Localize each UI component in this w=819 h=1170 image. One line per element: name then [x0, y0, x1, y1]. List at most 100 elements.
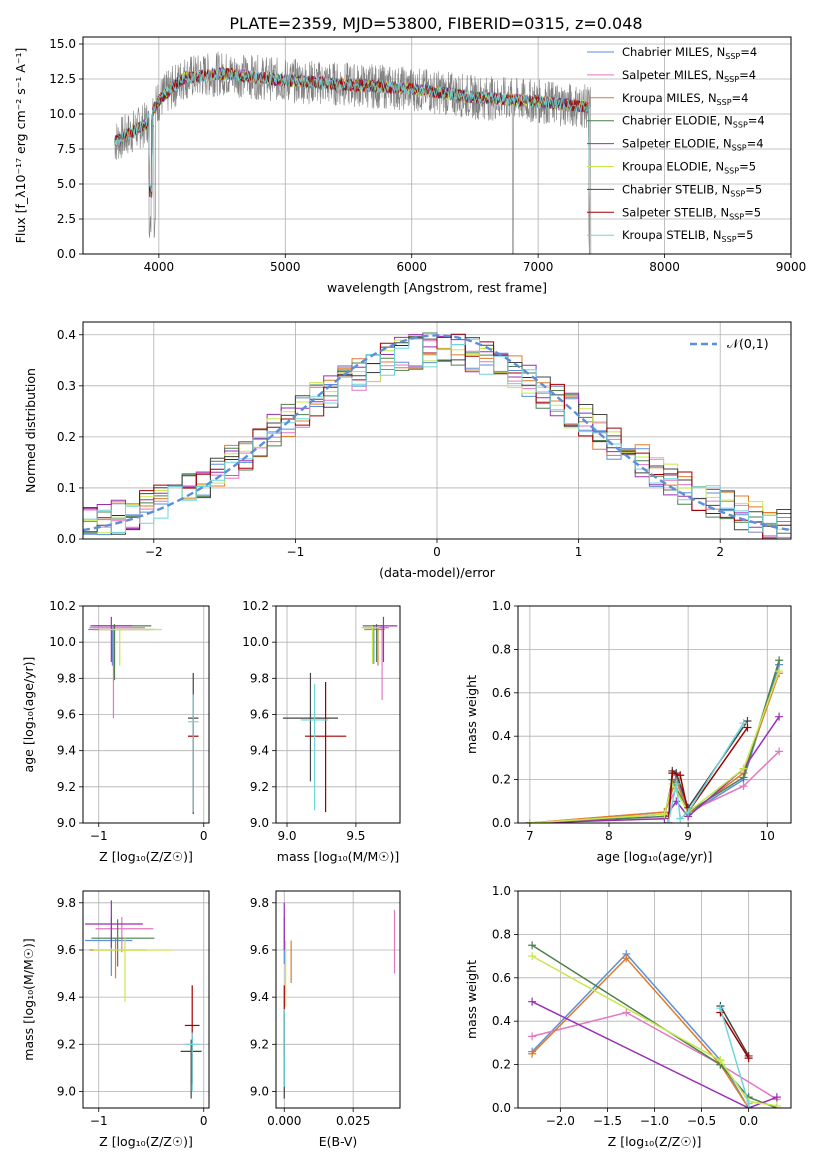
weight-series-line — [529, 664, 780, 823]
weight-marker — [772, 1101, 781, 1108]
panel-mass-vs-Z: −1 0 9.0 9.2 9.4 9.6 9.8 Z [log₁₀(Z/Z☉)] mass [l… — [21, 890, 210, 1149]
x-axis-label: wavelength [Angstrom, rest frame] — [327, 280, 547, 295]
y-tick-label: 0.0 — [57, 247, 76, 261]
axes-frame — [82, 890, 210, 1109]
legend-label: Chabrier MILES, NSSP=4 — [622, 45, 757, 61]
y-tick-label: 0.0 — [492, 816, 511, 830]
legend-sub: SSP — [725, 52, 740, 61]
y-tick-label: 2.5 — [57, 212, 76, 226]
x-tick-label: 7000 — [523, 260, 554, 274]
x-tick-label: −2 — [145, 545, 163, 559]
legend-label: Salpeter STELIB, NSSP=5 — [622, 205, 761, 221]
axes-frame — [82, 36, 792, 255]
x-tick-label: 8000 — [649, 260, 680, 274]
x-tick-label: 7 — [526, 829, 534, 843]
y-tick-label: 9.4 — [57, 744, 76, 758]
y-axis-label: Flux [f_λ10⁻¹⁷ erg cm⁻² s⁻¹ A⁻¹] — [13, 48, 28, 244]
y-tick-label: 9.8 — [250, 896, 269, 910]
panel-weight-vs-age: 7 8 9 10 0.0 0.2 0.4 0.6 0.8 1.0 age [log₁₀(age/yr… — [464, 599, 792, 864]
panel-age-vs-mass: 9.0 9.5 9.0 9.2 9.4 9.6 9.8 10.0 10.2 mass [log₁₀… — [242, 599, 401, 864]
plot-area-age-vs-mass — [282, 616, 398, 813]
legend-count: =4 — [732, 91, 749, 105]
weight-marker — [528, 1049, 537, 1058]
y-tick-label: 9.4 — [250, 744, 269, 758]
y-axis-label: mass weight — [464, 960, 479, 1039]
weight-series-line — [531, 957, 750, 1108]
plot-area-age-vs-Z — [88, 616, 199, 814]
legend-sub: SSP — [730, 189, 745, 198]
plot-area-mass-vs-ebv — [283, 902, 396, 1099]
y-tick-label: 0.0 — [492, 1101, 511, 1115]
legend-label: Chabrier STELIB, NSSP=5 — [622, 182, 762, 198]
x-tick-label: −1.5 — [593, 1114, 622, 1128]
x-tick-label: 8 — [605, 829, 613, 843]
x-axis-label: Z [log₁₀(Z/Z☉)] — [608, 1134, 702, 1149]
y-tick-label: 0.3 — [57, 379, 76, 393]
plot-area-weight-vs-Z — [528, 941, 781, 1108]
weight-marker — [739, 719, 748, 728]
y-tick-label: 9.8 — [57, 896, 76, 910]
axes-frame — [275, 890, 401, 1109]
y-tick-label: 1.0 — [492, 599, 511, 613]
legend-count: =5 — [745, 182, 762, 196]
y-tick-label: 0.2 — [492, 773, 511, 787]
weight-marker — [676, 771, 685, 780]
y-tick-label: 12.5 — [49, 72, 76, 86]
weight-series-line — [719, 1005, 750, 1057]
y-axis-label: mass weight — [464, 675, 479, 754]
weight-marker — [622, 1008, 631, 1017]
weight-series-line — [531, 955, 778, 1107]
plot-area-weight-vs-age — [525, 656, 784, 823]
x-tick-label: 0.025 — [336, 1114, 370, 1128]
weight-marker — [744, 1099, 753, 1108]
spectrum-legend: Chabrier MILES, NSSP=4 Salpeter MILES, NS… — [587, 45, 765, 244]
weight-marker — [743, 723, 752, 732]
legend-sub: SSP — [717, 98, 732, 107]
weight-marker — [528, 1032, 537, 1041]
y-tick-label: 9.4 — [57, 990, 76, 1004]
legend-label: Chabrier ELODIE, NSSP=4 — [622, 114, 765, 130]
y-tick-label: 7.5 — [57, 142, 76, 156]
y-tick-label: 0.8 — [492, 642, 511, 656]
weight-marker — [775, 712, 784, 721]
x-axis-label: (data-model)/error — [379, 565, 496, 580]
weight-marker — [772, 1093, 781, 1102]
y-tick-label: 0.6 — [492, 686, 511, 700]
x-tick-label: 2 — [716, 545, 724, 559]
legend-label: Salpeter MILES, NSSP=4 — [622, 68, 756, 84]
x-tick-label: 9 — [684, 829, 692, 843]
legend-count: =4 — [739, 68, 756, 82]
x-tick-label: 9.0 — [277, 829, 296, 843]
panel-age-vs-Z: −1 0 9.0 9.2 9.4 9.6 9.8 10.0 10.2 Z [log₁₀(Z/Z☉)… — [21, 599, 210, 864]
x-axis-label: age [log₁₀(age/yr)] — [597, 849, 713, 864]
weight-marker — [672, 779, 681, 788]
weight-marker — [739, 773, 748, 782]
legend-sub: SSP — [733, 121, 748, 130]
weight-marker — [775, 747, 784, 756]
y-tick-label: 0.1 — [57, 481, 76, 495]
x-tick-label: 5000 — [270, 260, 301, 274]
axes-frame — [517, 890, 792, 1109]
legend-label: 𝒩(0,1) — [727, 336, 769, 351]
y-tick-label: 9.8 — [250, 671, 269, 685]
x-axis-label: mass [log₁₀(M/M☉)] — [277, 849, 399, 864]
weight-marker — [622, 954, 631, 963]
panel-spectrum: 4000 5000 6000 7000 8000 9000 0.0 2.5 5.0 7.5 10.0… — [13, 36, 806, 295]
weight-series-line — [719, 1007, 750, 1104]
legend-sub: SSP — [732, 144, 747, 153]
weight-marker — [684, 808, 693, 817]
normal-curve — [83, 334, 791, 532]
x-tick-label: −2.0 — [546, 1114, 575, 1128]
weight-marker — [775, 667, 784, 676]
y-axis-label: Normed distribution — [23, 368, 38, 493]
weight-series-line — [529, 673, 780, 823]
y-tick-label: 0.4 — [57, 328, 76, 342]
x-tick-label: −1 — [287, 545, 305, 559]
legend-count: =5 — [737, 228, 754, 242]
panel-mass-vs-ebv: 0.000 0.025 9.0 9.2 9.4 9.6 9.8 E(B-V) — [250, 890, 401, 1149]
x-tick-label: −1 — [90, 1114, 108, 1128]
x-tick-label: −1 — [90, 829, 108, 843]
weight-marker — [744, 1054, 753, 1063]
weight-marker — [716, 1004, 725, 1013]
